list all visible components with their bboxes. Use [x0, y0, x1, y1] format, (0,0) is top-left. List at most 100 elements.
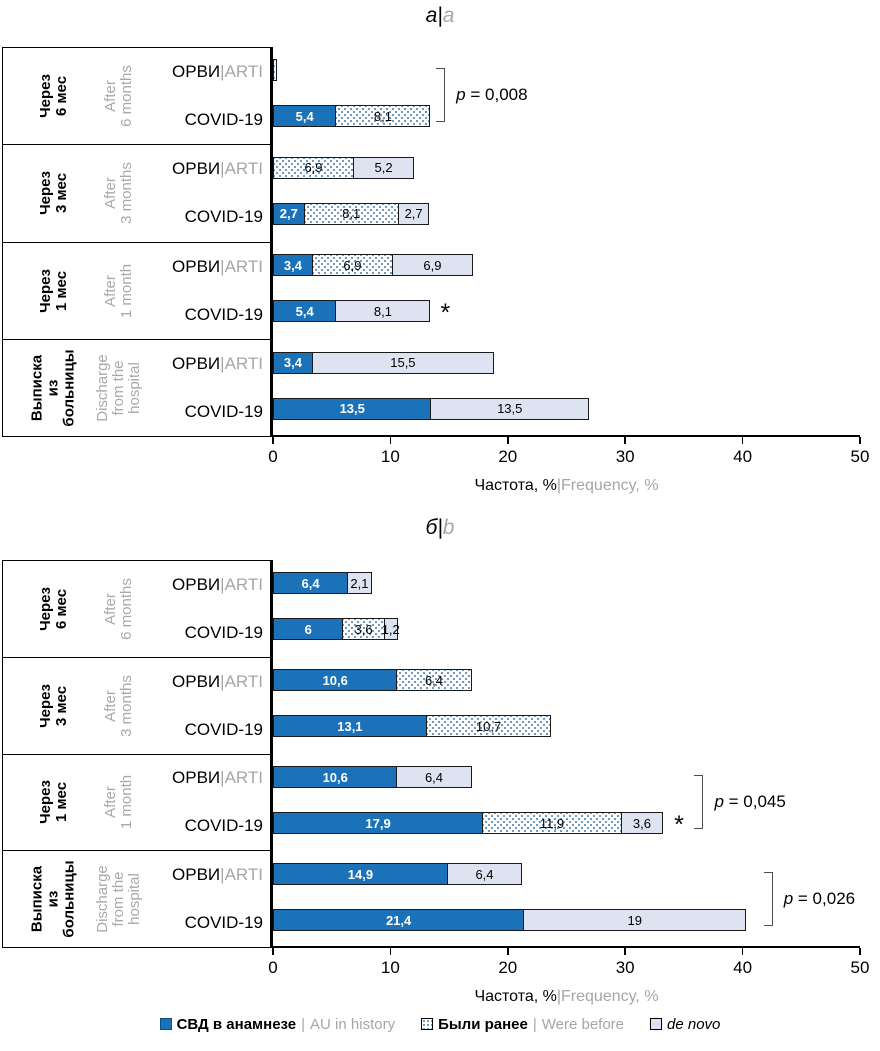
bar-row: 3,4 6,9 6,9 [273, 254, 473, 276]
period-label-ru-wrap: Через 3 мес [17, 658, 91, 754]
panel-title-ru: а [425, 4, 438, 27]
period-label-en: After 3 months [102, 162, 136, 225]
segment-value-label: 13,1 [337, 718, 363, 734]
x-axis-title-en: Frequency, % [561, 988, 659, 1005]
row-label: COVID-19 [145, 899, 267, 947]
period-label-en-wrap: Discharge from the hospital [91, 340, 147, 436]
row-label: ОРВИ | ARTI [145, 48, 267, 96]
panel-title-en: a [442, 4, 455, 27]
period-label-en: Discharge from the hospital [94, 354, 143, 422]
period-label-ru-wrap: Выписка из больницы [17, 851, 91, 947]
row-label-ru: ОРВИ [172, 256, 221, 276]
x-axis-title-separator: | [556, 477, 562, 494]
period-label-ru-wrap: Через 6 мес [17, 48, 91, 144]
row-label-en: ARTI [224, 62, 263, 82]
row-label-en: ARTI [224, 671, 263, 691]
bar-segment-history: 14,9 [273, 863, 448, 885]
row-label-ru: ОРВИ [172, 353, 221, 373]
row-label-column: ОРВИ | ARTI COVID-19 [145, 658, 267, 754]
bar-segment-history: 10,6 [273, 669, 398, 691]
row-label-en: ARTI [224, 574, 263, 594]
segment-value-label: 2,7 [279, 206, 298, 221]
x-axis-tick [389, 437, 392, 444]
segment-value-label: 5,2 [374, 160, 393, 175]
legend-label-en: Were before [541, 1015, 625, 1033]
chart-panel: Через 6 мес After 6 months ОРВИ | ARTI COVID-… [0, 47, 880, 507]
segment-value-label: 5,4 [295, 108, 314, 124]
period-label-ru-wrap: Выписка из больницы [17, 340, 91, 436]
bar-segment-before: 8,1 [303, 202, 399, 225]
segment-value-label: 15,5 [390, 355, 416, 370]
bar-segment-history: 5,4 [273, 105, 337, 127]
bar-segment-history: 2,7 [273, 202, 305, 225]
asterisk-marker: * [674, 811, 684, 839]
bar-segment-denovo: 5,2 [353, 156, 415, 179]
row-label-en: ARTI [224, 256, 263, 276]
period-label-en: After 1 month [101, 263, 135, 318]
row-label-separator: | [220, 256, 225, 276]
segment-value-label: 13,5 [497, 401, 523, 416]
row-label-column: ОРВИ | ARTI COVID-19 [145, 340, 267, 436]
bar-row: 13,5 13,5 [273, 397, 589, 420]
bar-segment-history: 10,6 [273, 766, 398, 788]
period-group: Через 1 мес After 1 month ОРВИ | ARTI COVID-1… [3, 243, 270, 340]
x-axis-tick [272, 948, 274, 955]
row-label: COVID-19 [145, 609, 267, 657]
bar-segment-history: 3,4 [273, 351, 313, 374]
period-group: Выписка из больницы Discharge from the ho… [3, 851, 270, 947]
segment-value-label: 14,9 [347, 866, 374, 882]
legend: СВД в анамнезе | AU in history Были ранее… [0, 1008, 880, 1040]
p-value-symbol: p [456, 85, 466, 104]
row-label: ОРВИ | ARTI [145, 561, 267, 609]
x-axis-tick [507, 948, 509, 955]
row-label-column: ОРВИ | ARTI COVID-19 [145, 145, 267, 241]
bar-row: 6,4 2,1 [273, 572, 372, 594]
row-label-separator: | [220, 574, 225, 594]
legend-label-ru: de novo [667, 1015, 721, 1033]
panel-title-separator: | [437, 4, 443, 27]
row-label-en: ARTI [224, 865, 263, 885]
row-label-en: ARTI [224, 353, 263, 373]
x-axis-title: Частота, %|Frequency, % [273, 477, 860, 495]
x-axis-tick-label: 40 [733, 447, 753, 466]
bar-segment-before: 3,6 [342, 618, 385, 640]
segment-value-label: 2,7 [404, 206, 423, 221]
x-axis-tick-label: 20 [498, 958, 518, 977]
row-label-ru: ОРВИ [172, 768, 221, 788]
x-axis-tick [859, 437, 861, 444]
row-label-ru: COVID-19 [184, 401, 263, 421]
period-label-ru-wrap: Через 3 мес [17, 145, 91, 241]
legend-swatch-before-icon [421, 1018, 434, 1030]
segment-value-label: 3,4 [283, 257, 302, 273]
bar-segment-denovo: 6,9 [391, 254, 473, 276]
segment-value-label: 5,4 [295, 303, 314, 319]
row-label-ru: COVID-19 [184, 816, 263, 836]
row-label-separator: | [220, 62, 225, 82]
bar-segment-before: 6,9 [311, 254, 393, 276]
row-label-separator: | [220, 159, 225, 179]
panel-title: б|b [0, 516, 880, 540]
bar-segment-history: 17,9 [273, 812, 484, 834]
period-label-ru: Выписка из больницы [29, 349, 78, 427]
panel-title: а|a [0, 4, 880, 28]
legend-swatch-history-icon [159, 1018, 172, 1030]
p-value-label: p = 0,008 [456, 85, 527, 105]
x-axis-tick [389, 948, 392, 955]
category-label-box: Через 6 мес After 6 months ОРВИ | ARTI COVID-… [2, 47, 271, 437]
row-label-ru: COVID-19 [184, 913, 263, 933]
row-label-ru: COVID-19 [184, 304, 263, 324]
bar-segment-before: 6,4 [396, 669, 472, 691]
p-value-symbol: p [783, 889, 794, 908]
bar-segment-denovo: 2,1 [347, 572, 372, 594]
period-label-en: After 3 months [102, 674, 136, 737]
bar-segment-before: 10,7 [425, 715, 552, 737]
row-label: COVID-19 [145, 802, 267, 850]
period-label-en: Discharge from the hospital [94, 865, 143, 933]
x-axis-tick [272, 437, 274, 444]
segment-value-label: 3,4 [283, 355, 302, 370]
x-axis-tick-label: 50 [850, 447, 870, 466]
period-label-en: After 6 months [102, 65, 136, 127]
bar-segment-history: 5,4 [273, 300, 337, 322]
period-label-ru: Через 1 мес [37, 268, 70, 313]
